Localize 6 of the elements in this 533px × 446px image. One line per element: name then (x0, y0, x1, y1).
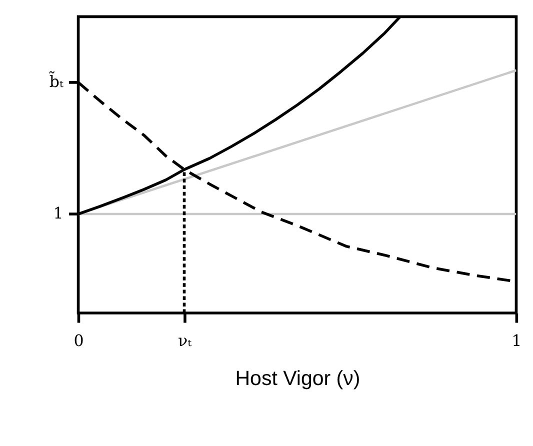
x-tick-label: νₜ (178, 331, 192, 350)
annotation: b̃ₜ (48, 70, 64, 92)
x-axis-title: Host Vigor (ν) (235, 367, 360, 390)
x-tick-label: 1 (512, 331, 522, 350)
annotation: 1 (53, 204, 64, 223)
x-tick-label: 0 (74, 331, 84, 350)
